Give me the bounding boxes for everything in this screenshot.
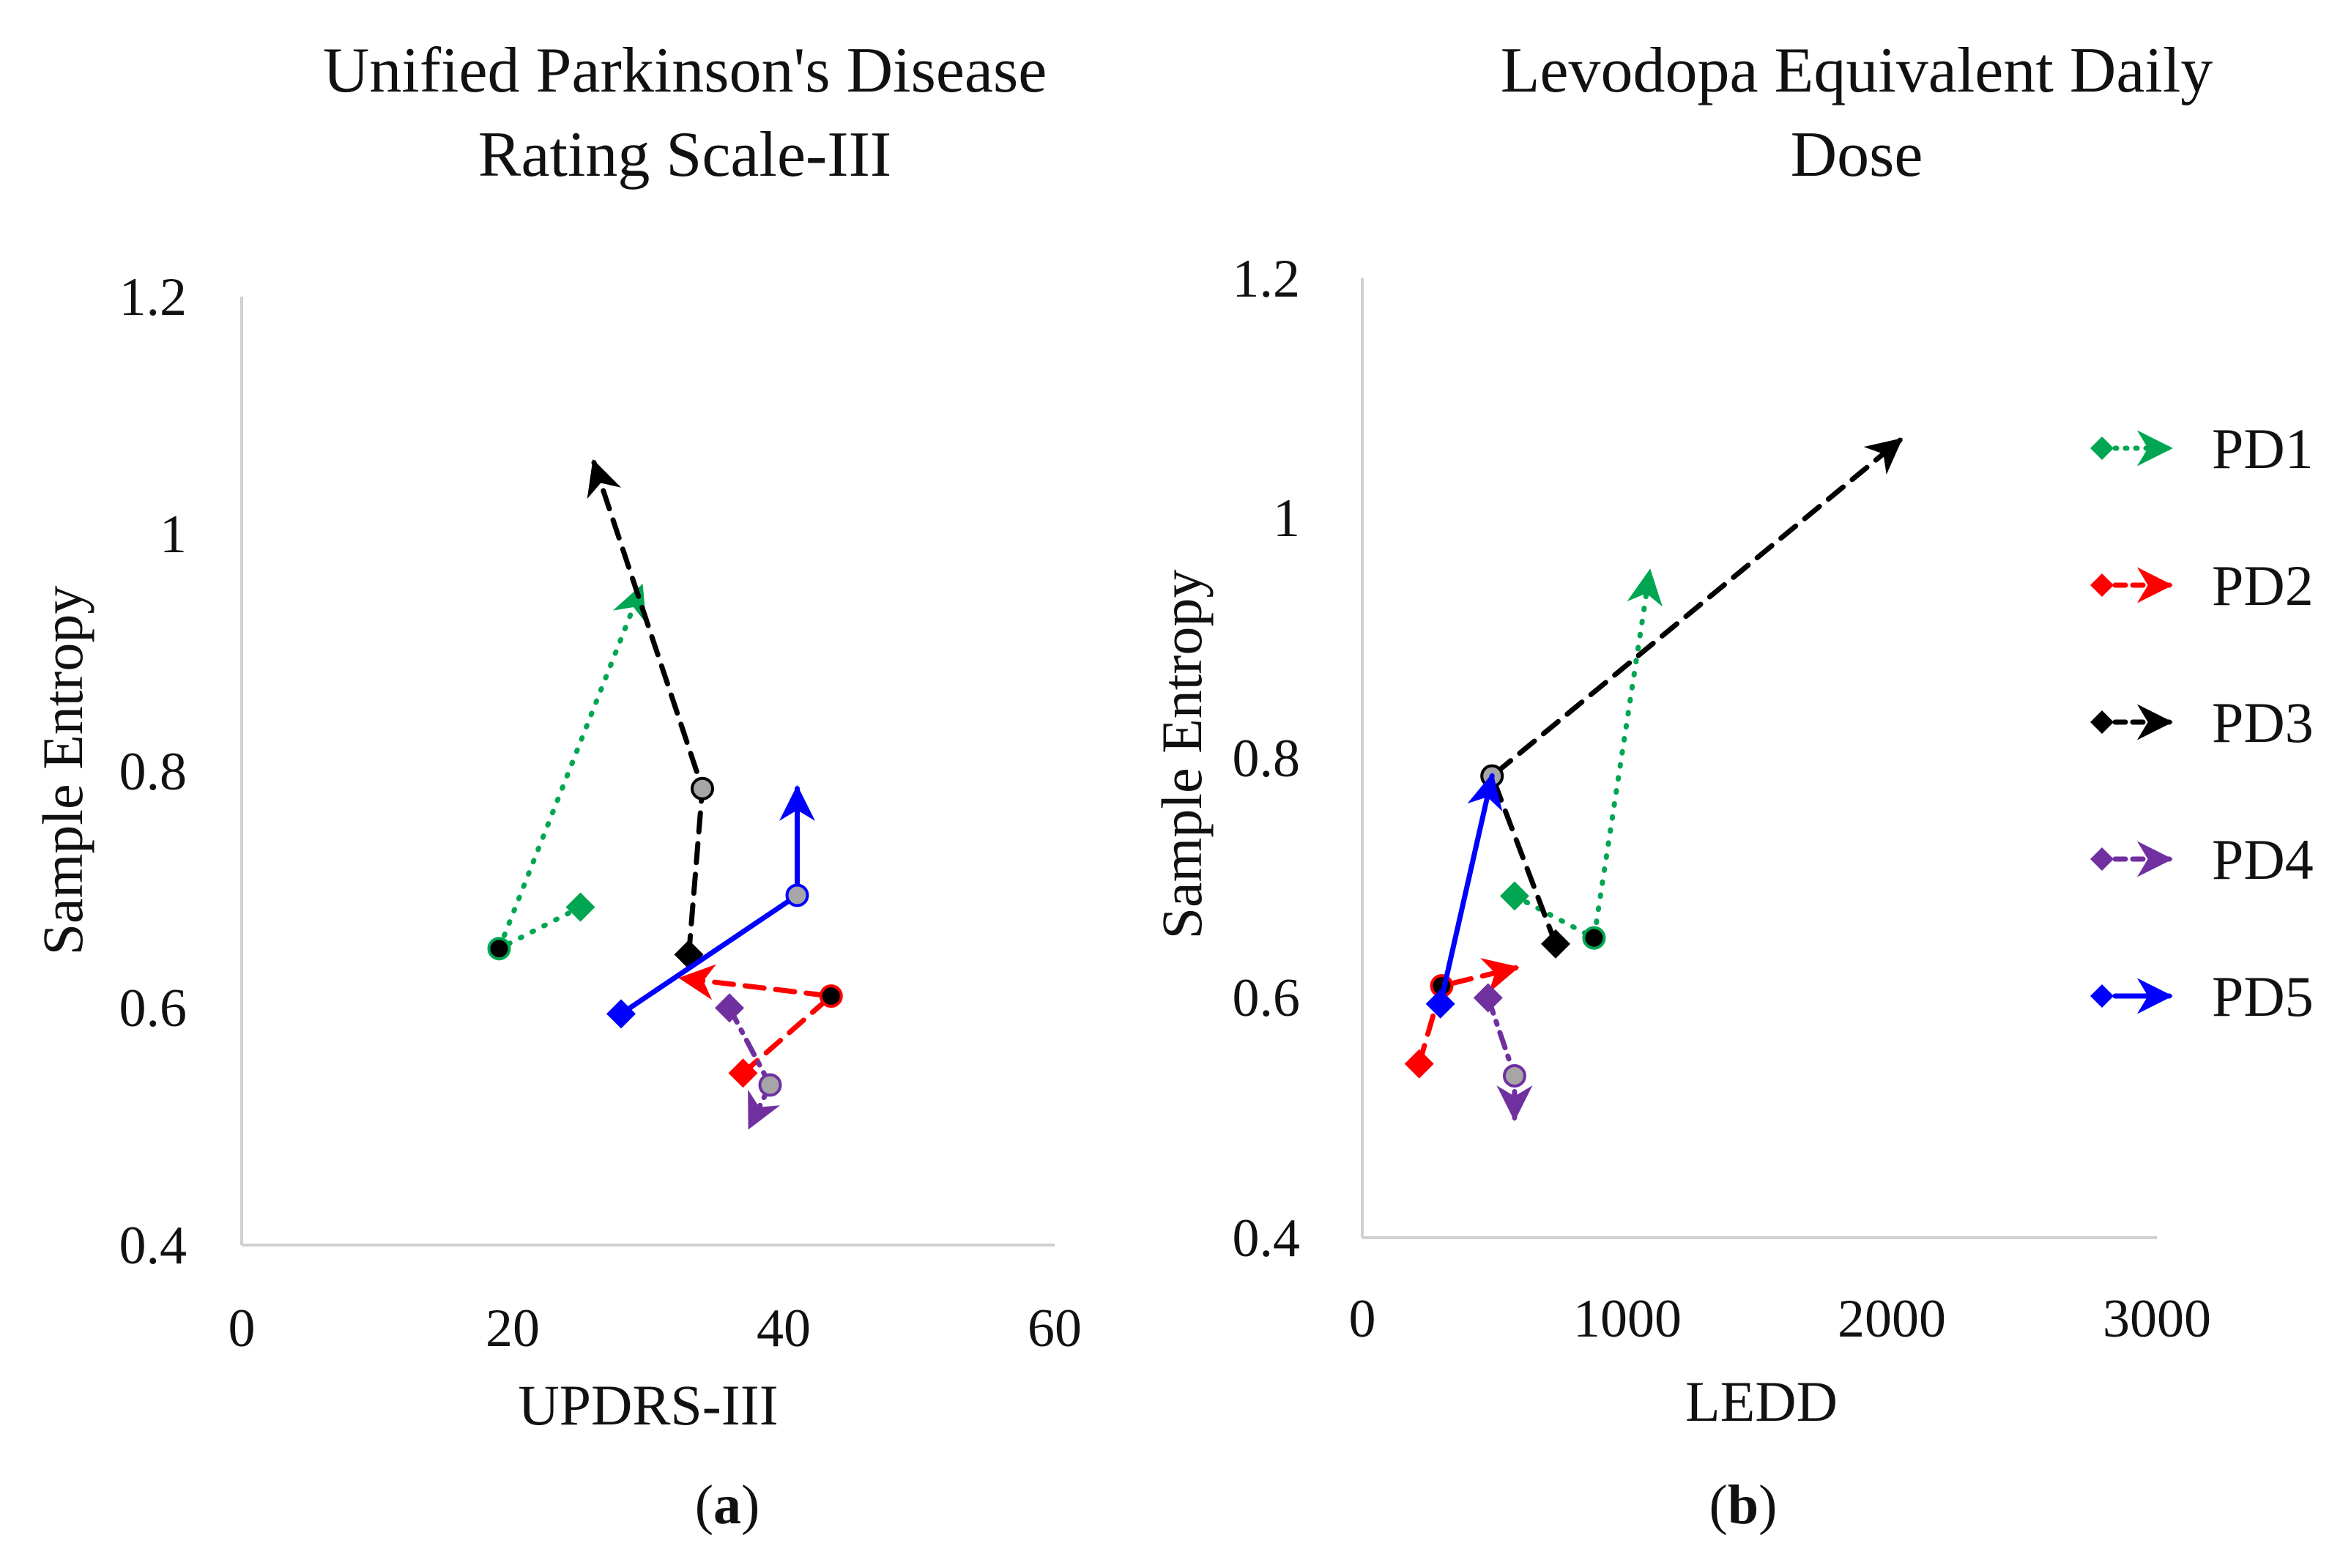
chart-a-xtick-label: 60 <box>1028 1298 1082 1359</box>
series-pd1-a <box>487 584 647 961</box>
legend-item-pd5: PD5 <box>2090 965 2314 1028</box>
chart-a-xtick-label: 20 <box>486 1298 540 1359</box>
legend-item-pd4: PD4 <box>2090 828 2314 891</box>
chart-b-xtick-label: 1000 <box>1573 1289 1682 1349</box>
point-start-pd3 <box>674 940 704 970</box>
point-start-pd2 <box>1404 1049 1434 1079</box>
chart-panel-a: Unified Parkinson's Disease Rating Scale… <box>31 35 1082 1536</box>
chart-a-xtick-label: 0 <box>229 1298 256 1359</box>
point-mid-pd4 <box>758 1073 782 1097</box>
chart-b-xtick-label: 0 <box>1349 1289 1376 1349</box>
series-line-pd3 <box>1489 437 1903 947</box>
series-pd5-b <box>1425 772 1503 1019</box>
legend: PD1 PD2 PD3 PD4 PD5 <box>2090 417 2314 1028</box>
legend-diamond-pd4 <box>2090 847 2114 871</box>
chart-panel-b: Levodopa Equivalent Daily Dose 0.4 0.6 0… <box>1150 35 2213 1536</box>
legend-diamond-pd5 <box>2090 984 2114 1008</box>
legend-label-pd1: PD1 <box>2212 417 2314 480</box>
chart-a-y-axis-label: Sample Entropy <box>31 586 94 956</box>
series-pd5-a <box>606 784 815 1029</box>
series-pd2-b <box>1404 958 1520 1079</box>
series-line-pd5 <box>1438 772 1503 1007</box>
legend-diamond-pd3 <box>2090 710 2114 734</box>
series-line-pd2 <box>678 964 834 1076</box>
chart-b-ytick-label: 1.2 <box>1233 249 1301 309</box>
series-pd4-b <box>1473 983 1533 1122</box>
point-start-pd5 <box>1425 989 1455 1019</box>
legend-label-pd4: PD4 <box>2212 828 2314 891</box>
point-start-pd3 <box>1541 929 1571 959</box>
series-line-pd4 <box>1485 995 1533 1122</box>
point-mid-pd1 <box>487 937 511 961</box>
chart-b-title-line-2: Dose <box>1791 119 1923 190</box>
chart-b-x-ticks: 0 1000 2000 3000 <box>1349 1289 2212 1349</box>
chart-a-series-layer <box>487 458 843 1130</box>
chart-b-series-layer <box>1404 437 1903 1122</box>
legend-item-pd1: PD1 <box>2090 417 2314 480</box>
series-pd3-a <box>587 458 714 970</box>
legend-diamond-pd1 <box>2090 436 2114 460</box>
legend-label-pd3: PD3 <box>2212 691 2314 754</box>
chart-a-x-ticks: 0 20 40 60 <box>229 1298 1082 1359</box>
chart-a-panel-letter: a <box>713 1474 741 1536</box>
point-mid-pd2 <box>819 984 843 1008</box>
series-pd4-a <box>715 993 782 1130</box>
point-start-pd1 <box>565 892 595 922</box>
chart-a-ytick-label: 1.2 <box>119 267 187 327</box>
series-pd2-a <box>678 964 843 1088</box>
chart-b-panel-label: (b) <box>1709 1474 1778 1536</box>
series-line-pd3 <box>587 458 705 957</box>
point-start-pd2 <box>728 1058 758 1088</box>
chart-a-title-line-2: Rating Scale-III <box>478 119 891 190</box>
point-start-pd4 <box>715 993 744 1023</box>
legend-label-pd2: PD2 <box>2212 554 2314 617</box>
point-start-pd1 <box>1499 881 1529 911</box>
chart-b-y-axis-label: Sample Entropy <box>1150 570 1214 940</box>
chart-b-xtick-label: 2000 <box>1838 1289 1946 1349</box>
chart-b-ytick-label: 0.4 <box>1233 1208 1301 1268</box>
chart-b-title-line-1: Levodopa Equivalent Daily <box>1501 35 2213 106</box>
series-pd1-b <box>1499 568 1663 950</box>
series-line-pd5 <box>618 784 815 1017</box>
point-mid-pd5 <box>785 883 809 907</box>
chart-a-panel-label: (a) <box>695 1474 760 1536</box>
chart-a-ytick-label: 0.4 <box>119 1216 187 1276</box>
point-mid-pd1 <box>1582 926 1606 950</box>
series-line-pd1 <box>497 584 647 951</box>
legend-item-pd2: PD2 <box>2090 554 2314 617</box>
chart-a-ytick-label: 0.8 <box>119 742 187 802</box>
chart-a-title-line-1: Unified Parkinson's Disease <box>323 35 1047 106</box>
series-pd3-b <box>1480 437 1903 959</box>
chart-a-ytick-label: 0.6 <box>119 978 187 1038</box>
chart-b-x-axis-label: LEDD <box>1685 1370 1838 1433</box>
point-start-pd4 <box>1473 983 1503 1013</box>
chart-b-ytick-label: 1 <box>1273 488 1300 549</box>
point-mid-pd4 <box>1502 1063 1526 1088</box>
point-start-pd5 <box>606 999 636 1029</box>
legend-label-pd5: PD5 <box>2212 965 2314 1028</box>
chart-b-xtick-label: 3000 <box>2103 1289 2211 1349</box>
point-mid-pd3 <box>691 776 714 800</box>
chart-a-y-ticks: 0.4 0.6 0.8 1 1.2 <box>119 267 187 1276</box>
legend-item-pd3: PD3 <box>2090 691 2314 754</box>
chart-a-ytick-label: 1 <box>160 505 187 565</box>
chart-b-ytick-label: 0.8 <box>1233 729 1301 789</box>
legend-diamond-pd2 <box>2090 573 2114 597</box>
chart-a-xtick-label: 40 <box>757 1298 811 1359</box>
chart-a-x-axis-label: UPDRS-III <box>518 1373 778 1437</box>
chart-b-panel-letter: b <box>1728 1474 1758 1536</box>
chart-b-y-ticks: 0.4 0.6 0.8 1 1.2 <box>1233 249 1301 1268</box>
chart-b-ytick-label: 0.6 <box>1233 968 1301 1028</box>
